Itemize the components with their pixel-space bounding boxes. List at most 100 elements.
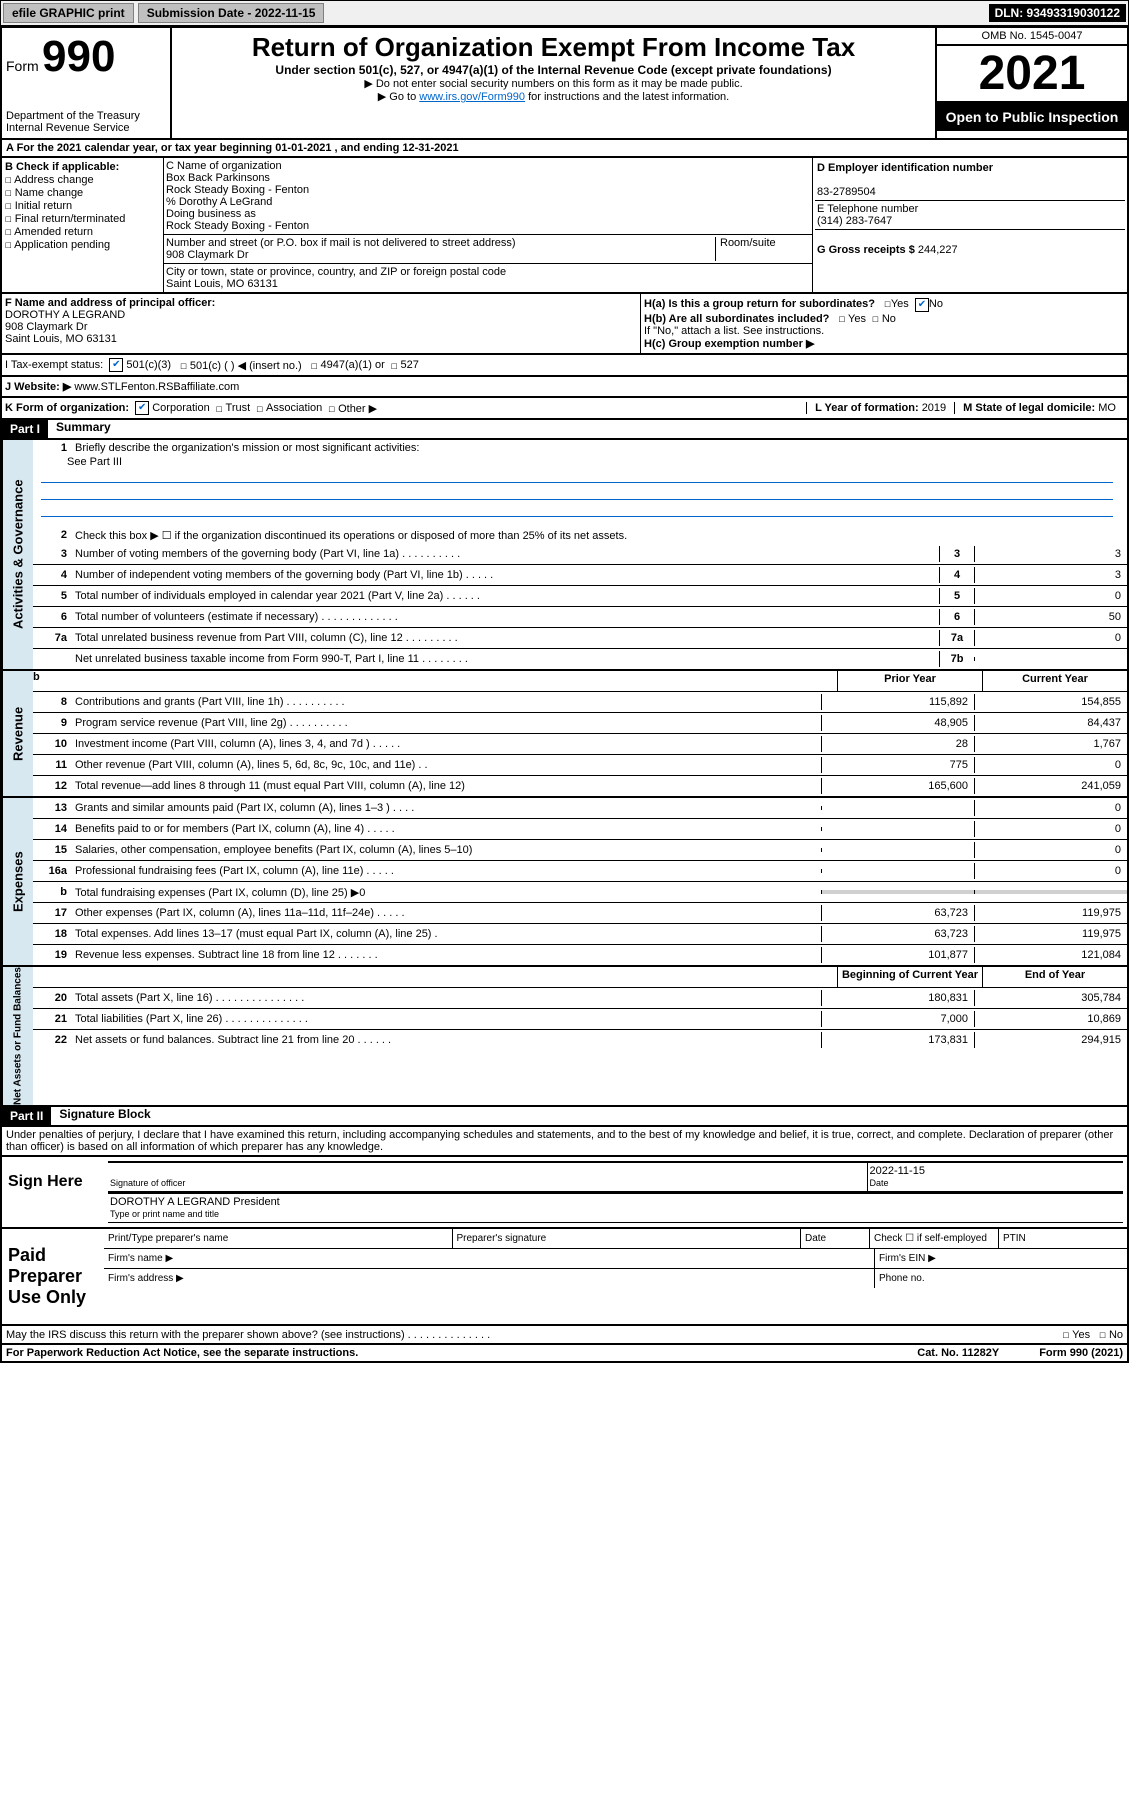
section-deg: D Employer identification number 83-2789… — [813, 158, 1127, 292]
paid-preparer-label: Paid Preparer Use Only — [2, 1229, 104, 1324]
cat-no: Cat. No. 11282Y — [917, 1347, 999, 1359]
activities-section: Activities & Governance 1 Briefly descri… — [0, 440, 1129, 671]
footer-discuss: May the IRS discuss this return with the… — [0, 1326, 1129, 1345]
table-row: 18Total expenses. Add lines 13–17 (must … — [33, 924, 1127, 945]
footer-form-num: 990 — [1070, 1347, 1088, 1359]
q2-text: Check this box ▶ ☐ if the organization d… — [71, 527, 1127, 544]
i-label: I Tax-exempt status: — [5, 359, 103, 371]
i-opt-527[interactable]: 527 — [401, 359, 419, 371]
gross-receipts-label: G Gross receipts $ — [817, 244, 915, 256]
row-j: J Website: ▶ www.STLFenton.RSBaffiliate.… — [0, 377, 1129, 398]
tax-year: 2021 — [937, 46, 1127, 103]
phone-value: (314) 283-7647 — [817, 215, 892, 227]
prep-self-employed[interactable]: Check ☐ if self-employed — [870, 1229, 999, 1248]
k-corp-checkbox[interactable] — [135, 401, 149, 415]
k-opt-corp: Corporation — [152, 402, 209, 414]
activities-content: 1 Briefly describe the organization's mi… — [33, 440, 1127, 669]
checkbox-initial-return[interactable]: Initial return — [15, 200, 72, 212]
table-row: 10Investment income (Part VIII, column (… — [33, 734, 1127, 755]
table-row: 8Contributions and grants (Part VIII, li… — [33, 692, 1127, 713]
k-opt-trust[interactable]: Trust — [226, 402, 251, 414]
sign-block: Sign Here Signature of officer 2022-11-1… — [0, 1157, 1129, 1229]
table-row: 5Total number of individuals employed in… — [33, 586, 1127, 607]
ha-yes[interactable]: Yes — [891, 298, 909, 310]
checkbox-application-pending[interactable]: Application pending — [14, 239, 110, 251]
table-row: 20Total assets (Part X, line 16) . . . .… — [33, 988, 1127, 1009]
dba-value: Rock Steady Boxing - Fenton — [166, 220, 309, 232]
section-h: H(a) Is this a group return for subordin… — [641, 294, 1127, 353]
sig-name-label: Type or print name and title — [110, 1209, 219, 1219]
section-f: F Name and address of principal officer:… — [2, 294, 641, 353]
ha-label: H(a) Is this a group return for subordin… — [644, 298, 875, 310]
ein-label: D Employer identification number — [817, 162, 993, 174]
org-name-2: Rock Steady Boxing - Fenton — [166, 184, 309, 196]
phone-label: E Telephone number — [817, 203, 918, 215]
part2-header-row: Part II Signature Block — [0, 1107, 1129, 1127]
note2-post: for instructions and the latest informat… — [525, 91, 729, 103]
i-501c3-checkbox[interactable] — [109, 358, 123, 372]
k-opt-assoc[interactable]: Association — [266, 402, 322, 414]
k-label: K Form of organization: — [5, 402, 129, 414]
netassets-vert-label: Net Assets or Fund Balances — [2, 967, 33, 1105]
footer-yes[interactable]: Yes — [1072, 1329, 1090, 1341]
part1-badge: Part I — [2, 420, 48, 438]
footer-year: 2021 — [1095, 1347, 1119, 1359]
hb-yes[interactable]: Yes — [848, 313, 866, 325]
section-b: B Check if applicable: ☐ Address change … — [2, 158, 164, 292]
footer-no[interactable]: No — [1109, 1329, 1123, 1341]
firm-addr-label: Firm's address ▶ — [104, 1269, 875, 1288]
form-header: Form 990 Department of the Treasury Inte… — [0, 26, 1129, 140]
checkbox-final-return[interactable]: Final return/terminated — [15, 213, 126, 225]
hb-label: H(b) Are all subordinates included? — [644, 313, 829, 325]
note2-pre: ▶ Go to — [378, 91, 419, 103]
room-suite-label: Room/suite — [720, 237, 776, 249]
row-a: A For the 2021 calendar year, or tax yea… — [0, 140, 1129, 158]
k-opt-other[interactable]: Other ▶ — [338, 402, 377, 415]
gross-receipts-value: 244,227 — [918, 244, 958, 256]
i-opt-4947[interactable]: 4947(a)(1) or — [321, 359, 385, 371]
expenses-vert-label: Expenses — [2, 798, 33, 965]
website-value: www.STLFenton.RSBaffiliate.com — [74, 381, 239, 393]
checkbox-amended-return[interactable]: Amended return — [14, 226, 93, 238]
footer-bottom: For Paperwork Reduction Act Notice, see … — [0, 1345, 1129, 1363]
rev-header-b: b — [33, 671, 63, 691]
efile-button[interactable]: efile GRAPHIC print — [3, 3, 134, 23]
part1-header-row: Part I Summary — [0, 420, 1129, 440]
i-opt-501c[interactable]: 501(c) ( ) ◀ (insert no.) — [190, 359, 302, 372]
c-name-label: C Name of organization — [166, 160, 282, 172]
checkbox-address-change[interactable]: Address change — [14, 174, 94, 186]
prep-name-header: Print/Type preparer's name — [104, 1229, 453, 1248]
form-number: 990 — [42, 32, 115, 81]
prep-ptin: PTIN — [999, 1229, 1127, 1248]
part2-title: Signature Block — [51, 1107, 150, 1125]
paid-preparer-block: Paid Preparer Use Only Print/Type prepar… — [0, 1229, 1129, 1326]
hb-note: If "No," attach a list. See instructions… — [644, 325, 1124, 337]
table-row: 22Net assets or fund balances. Subtract … — [33, 1030, 1127, 1050]
firm-name-label: Firm's name ▶ — [104, 1249, 875, 1268]
j-label: J Website: ▶ — [5, 380, 71, 393]
penalties-text: Under penalties of perjury, I declare th… — [0, 1127, 1129, 1157]
submission-date-button[interactable]: Submission Date - 2022-11-15 — [138, 3, 325, 23]
prep-date-header: Date — [801, 1229, 870, 1248]
irs-link[interactable]: www.irs.gov/Form990 — [419, 91, 525, 103]
row-i: I Tax-exempt status: 501(c)(3) ☐ 501(c) … — [0, 355, 1129, 377]
ein-value: 83-2789504 — [817, 186, 876, 198]
table-row: 7aTotal unrelated business revenue from … — [33, 628, 1127, 649]
paid-preparer-table: Print/Type preparer's name Preparer's si… — [104, 1229, 1127, 1324]
street-address: 908 Claymark Dr — [166, 249, 249, 261]
ha-no-checkbox[interactable] — [915, 298, 929, 312]
hb-no[interactable]: No — [882, 313, 896, 325]
irs-label: Internal Revenue Service — [6, 122, 166, 134]
sig-date-label: Date — [870, 1178, 889, 1188]
officer-name: DOROTHY A LEGRAND — [5, 309, 125, 321]
table-row: 14Benefits paid to or for members (Part … — [33, 819, 1127, 840]
revenue-vert-label: Revenue — [2, 671, 33, 796]
form-word: Form — [6, 58, 39, 74]
part1-title: Summary — [48, 420, 111, 438]
table-row: 16aProfessional fundraising fees (Part I… — [33, 861, 1127, 882]
city-state-zip: Saint Louis, MO 63131 — [166, 278, 278, 290]
checkbox-name-change[interactable]: Name change — [15, 187, 84, 199]
block-bcd: B Check if applicable: ☐ Address change … — [0, 158, 1129, 294]
block-fh: F Name and address of principal officer:… — [0, 294, 1129, 355]
prep-sig-header: Preparer's signature — [453, 1229, 802, 1248]
